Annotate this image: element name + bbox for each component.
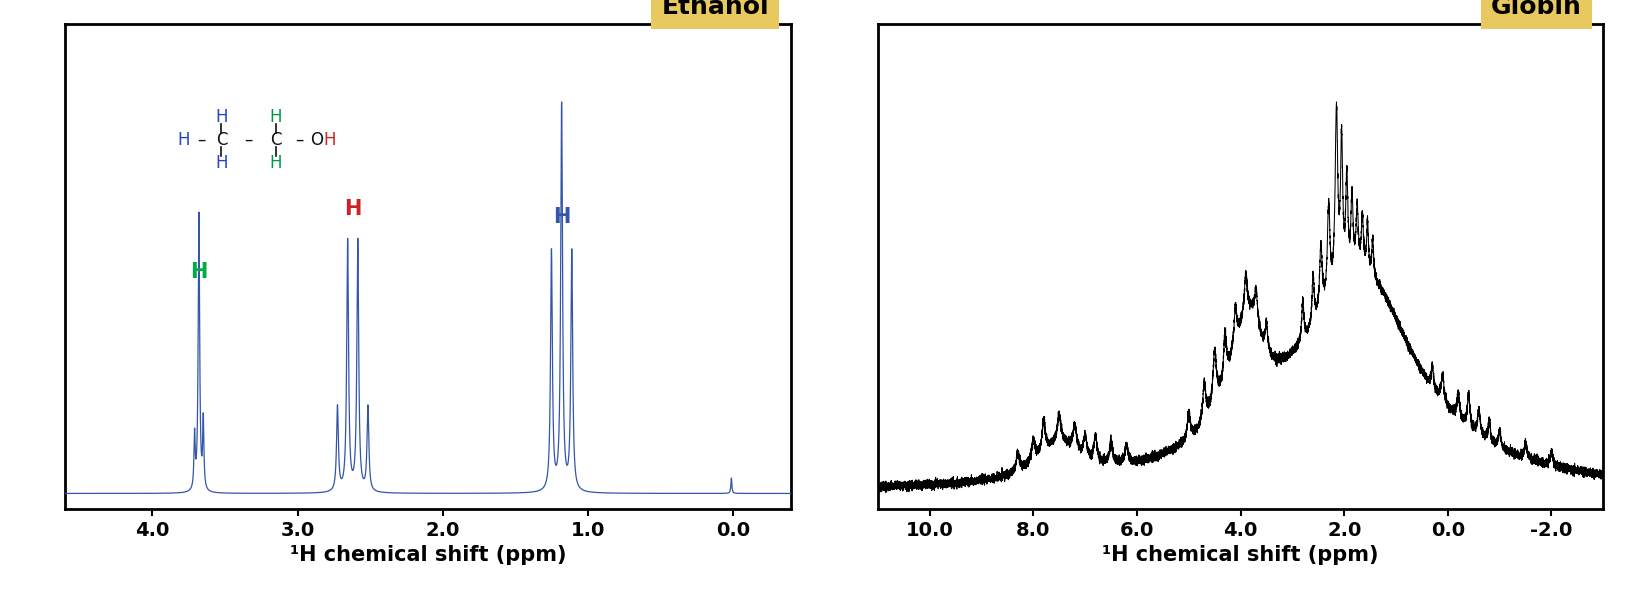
Text: C: C: [216, 131, 227, 149]
Text: –: –: [244, 131, 254, 149]
Text: H: H: [177, 131, 190, 149]
Text: –: –: [198, 131, 206, 149]
Text: H: H: [216, 155, 227, 172]
X-axis label: ¹H chemical shift (ppm): ¹H chemical shift (ppm): [1103, 545, 1379, 565]
Text: H: H: [553, 207, 571, 227]
Text: H: H: [344, 200, 362, 220]
Text: H: H: [324, 131, 335, 149]
Text: C: C: [270, 131, 281, 149]
Text: O: O: [309, 131, 322, 149]
Text: Globin: Globin: [1490, 0, 1582, 19]
Text: H: H: [270, 155, 281, 172]
Text: H: H: [216, 108, 227, 126]
X-axis label: ¹H chemical shift (ppm): ¹H chemical shift (ppm): [290, 545, 566, 565]
Text: H: H: [270, 108, 281, 126]
Text: H: H: [190, 262, 208, 282]
Text: –: –: [296, 131, 304, 149]
Text: Ethanol: Ethanol: [661, 0, 769, 19]
